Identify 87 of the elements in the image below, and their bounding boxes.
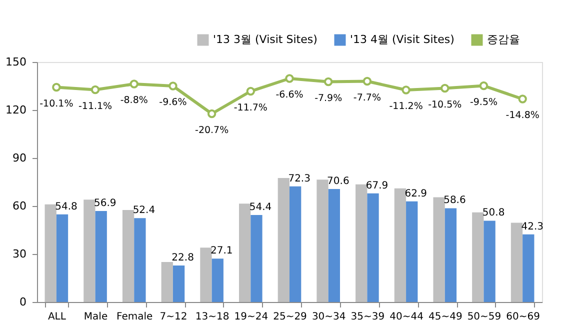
data-label: 52.4 xyxy=(132,205,156,216)
point xyxy=(168,82,178,90)
legend-label: '13 3월 (Visit Sites) xyxy=(213,33,318,46)
data-label: -10.1% xyxy=(40,98,74,110)
point xyxy=(324,77,333,86)
bar xyxy=(433,197,445,302)
x-tick-label: Male xyxy=(84,312,108,322)
data-label: -6.6% xyxy=(276,90,304,100)
data-label: -7.7% xyxy=(353,92,381,104)
point xyxy=(362,76,372,86)
data-label: -11.1% xyxy=(78,100,112,112)
data-label: 54.8 xyxy=(55,201,78,212)
data-label: -20.7% xyxy=(195,124,229,136)
legend-label: 증감율 xyxy=(487,33,520,46)
data-label: -11.2% xyxy=(389,101,423,112)
bar xyxy=(316,180,328,302)
data-label: 56.9 xyxy=(94,198,116,209)
bar xyxy=(172,266,185,302)
data-label: 54.4 xyxy=(249,202,272,213)
y-tick-label: 120 xyxy=(6,104,26,116)
bar xyxy=(239,204,251,302)
data-label: 27.1 xyxy=(210,246,233,257)
bar xyxy=(161,262,173,302)
bar xyxy=(122,210,134,302)
data-label: 67.9 xyxy=(366,180,388,192)
x-tick-label: 60~69 xyxy=(506,312,540,322)
point xyxy=(479,81,488,90)
point xyxy=(246,86,256,96)
bar xyxy=(328,189,340,302)
bar xyxy=(95,210,107,302)
point xyxy=(130,80,138,88)
data-label: -7.9% xyxy=(314,92,342,104)
y-tick-label: 60 xyxy=(12,200,26,212)
bar xyxy=(84,200,96,302)
point xyxy=(285,74,294,83)
data-label: 58.6 xyxy=(444,195,466,206)
data-label: 42.3 xyxy=(521,221,544,232)
y-tick-label: 150 xyxy=(6,56,26,68)
bar xyxy=(472,212,484,302)
x-tick-label: ALL xyxy=(48,312,66,322)
point xyxy=(90,85,100,94)
bar xyxy=(134,218,146,302)
bar xyxy=(444,208,457,302)
point xyxy=(440,84,450,93)
x-tick-label: Female xyxy=(116,312,153,322)
point xyxy=(207,109,216,118)
bar xyxy=(406,201,418,302)
data-label: -11.7% xyxy=(234,102,268,114)
bar xyxy=(44,204,56,302)
x-tick-label: 13~18 xyxy=(195,312,230,322)
bar xyxy=(356,184,368,302)
point xyxy=(52,82,61,92)
x-tick-label: 19~24 xyxy=(234,312,268,322)
data-label: 62.9 xyxy=(404,188,427,200)
bar xyxy=(522,234,534,302)
data-label: 22.8 xyxy=(172,252,194,264)
x-tick-label: 35~39 xyxy=(350,312,385,322)
x-tick-label: 45~49 xyxy=(428,312,462,322)
y-tick-label: 30 xyxy=(12,248,26,260)
data-label: 72.3 xyxy=(288,173,310,184)
data-label: 50.8 xyxy=(482,208,505,219)
data-label: -10.5% xyxy=(428,99,462,110)
bar xyxy=(367,193,379,302)
bar xyxy=(56,214,68,302)
point xyxy=(402,86,410,94)
data-label: -9.5% xyxy=(470,96,498,108)
legend-label: '13 4월 (Visit Sites) xyxy=(350,33,454,46)
data-label: -9.6% xyxy=(159,97,187,108)
data-label: 70.6 xyxy=(327,176,350,188)
bar xyxy=(394,188,406,302)
x-tick-label: 40~44 xyxy=(390,312,424,322)
bar xyxy=(278,178,290,302)
x-tick-label: 7~12 xyxy=(160,312,188,322)
x-tick-label: 30~34 xyxy=(312,312,346,322)
bar xyxy=(510,222,523,302)
data-label: -8.8% xyxy=(120,95,148,106)
bar xyxy=(290,186,302,302)
y-tick-label: 90 xyxy=(12,152,26,164)
y-tick-label: 0 xyxy=(20,296,26,308)
data-label: -14.8% xyxy=(506,110,540,121)
x-tick-label: 25~29 xyxy=(273,312,307,322)
x-tick-label: 50~59 xyxy=(467,312,502,322)
bar xyxy=(200,248,212,302)
bar xyxy=(250,214,262,302)
bar xyxy=(212,258,224,302)
point xyxy=(518,94,527,104)
bar xyxy=(484,220,496,302)
